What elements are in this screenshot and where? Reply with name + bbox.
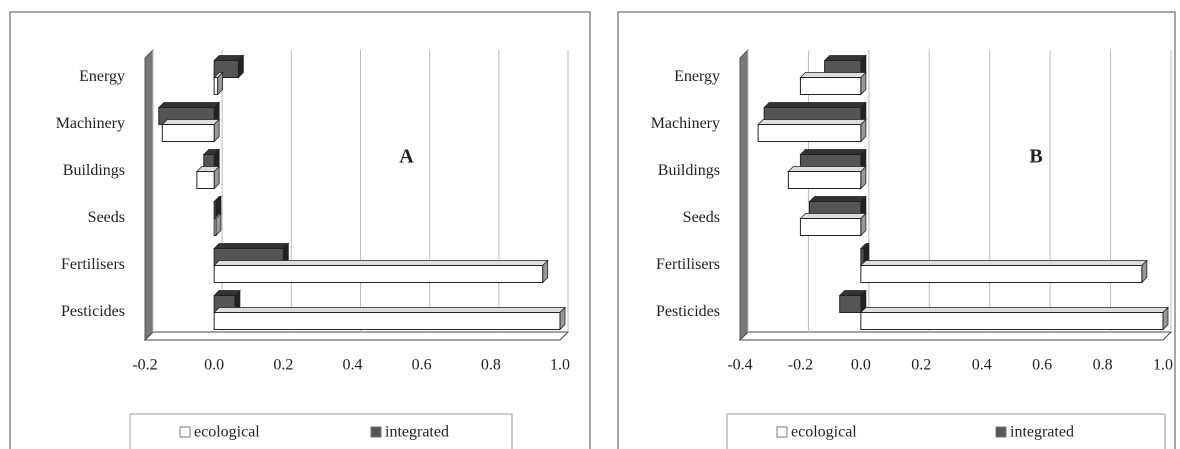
bar-top	[823, 55, 867, 61]
bar	[799, 218, 862, 236]
bar-top	[799, 72, 867, 78]
floor	[738, 331, 1173, 341]
bar-top	[787, 166, 867, 172]
bar-top	[799, 213, 867, 219]
bar-top	[859, 307, 1169, 313]
legend-swatch	[995, 426, 1007, 438]
bar-top	[757, 119, 867, 125]
y-tick-label: Energy	[79, 68, 125, 85]
legend-swatch	[776, 426, 788, 438]
x-tick-label: 0.2	[911, 357, 931, 374]
x-tick-label: 1.0	[550, 357, 570, 374]
x-tick-label: 0.0	[851, 357, 871, 374]
legend-label: integrated	[1010, 424, 1074, 441]
side-wall	[739, 48, 749, 342]
bar-top	[799, 149, 867, 155]
bar	[860, 312, 1164, 330]
bar	[213, 265, 544, 283]
bar	[757, 124, 862, 142]
bar-top	[157, 102, 221, 108]
x-tick-label: 0.4	[972, 357, 992, 374]
y-tick-label: Machinery	[651, 115, 720, 132]
legend-box	[726, 413, 1166, 449]
legend-label: integrated	[385, 424, 449, 441]
y-tick-label: Seeds	[683, 209, 720, 226]
x-tick-label: 0.8	[481, 357, 501, 374]
x-tick-label: 0.0	[204, 357, 224, 374]
y-tick-label: Fertilisers	[656, 256, 720, 273]
annotation: B	[1029, 146, 1042, 168]
x-tick-label: 0.2	[273, 357, 293, 374]
floor	[143, 331, 570, 341]
bar	[213, 218, 217, 236]
bar	[860, 265, 1143, 283]
panel-frame	[617, 11, 1176, 449]
bar-top	[808, 196, 867, 202]
legend-label: ecological	[194, 424, 260, 441]
bar	[213, 77, 219, 95]
y-tick-label: Seeds	[88, 209, 125, 226]
x-tick-label: 0.6	[412, 357, 432, 374]
legend-box	[129, 413, 513, 449]
y-tick-label: Buildings	[63, 162, 125, 179]
x-tick-label: 0.4	[343, 357, 363, 374]
bar	[161, 124, 215, 142]
panel-frame	[9, 11, 591, 449]
side-wall	[144, 48, 154, 342]
y-tick-label: Pesticides	[656, 303, 720, 320]
y-tick-label: Energy	[674, 68, 720, 85]
y-tick-label: Buildings	[658, 162, 720, 179]
bar	[787, 171, 862, 189]
annotation: A	[399, 146, 414, 168]
bar-top	[213, 243, 290, 249]
bar	[213, 312, 561, 330]
x-tick-label: -0.2	[132, 357, 157, 374]
x-tick-label: 0.8	[1093, 357, 1113, 374]
legend-swatch	[179, 426, 191, 438]
bar	[213, 201, 217, 219]
x-tick-label: -0.4	[727, 357, 752, 374]
bar-top	[161, 119, 221, 125]
y-tick-label: Machinery	[56, 115, 125, 132]
bar-top	[859, 260, 1148, 266]
bar	[799, 77, 862, 95]
bar	[839, 295, 862, 313]
bar	[196, 171, 215, 189]
bar-top	[763, 102, 867, 108]
y-tick-label: Pesticides	[61, 303, 125, 320]
x-tick-label: 1.0	[1153, 357, 1173, 374]
bar-top	[213, 260, 549, 266]
legend-swatch	[370, 426, 382, 438]
x-tick-label: -0.2	[788, 357, 813, 374]
bar-top	[213, 307, 566, 313]
y-tick-label: Fertilisers	[61, 256, 125, 273]
x-tick-label: 0.6	[1032, 357, 1052, 374]
legend-label: ecological	[791, 424, 857, 441]
